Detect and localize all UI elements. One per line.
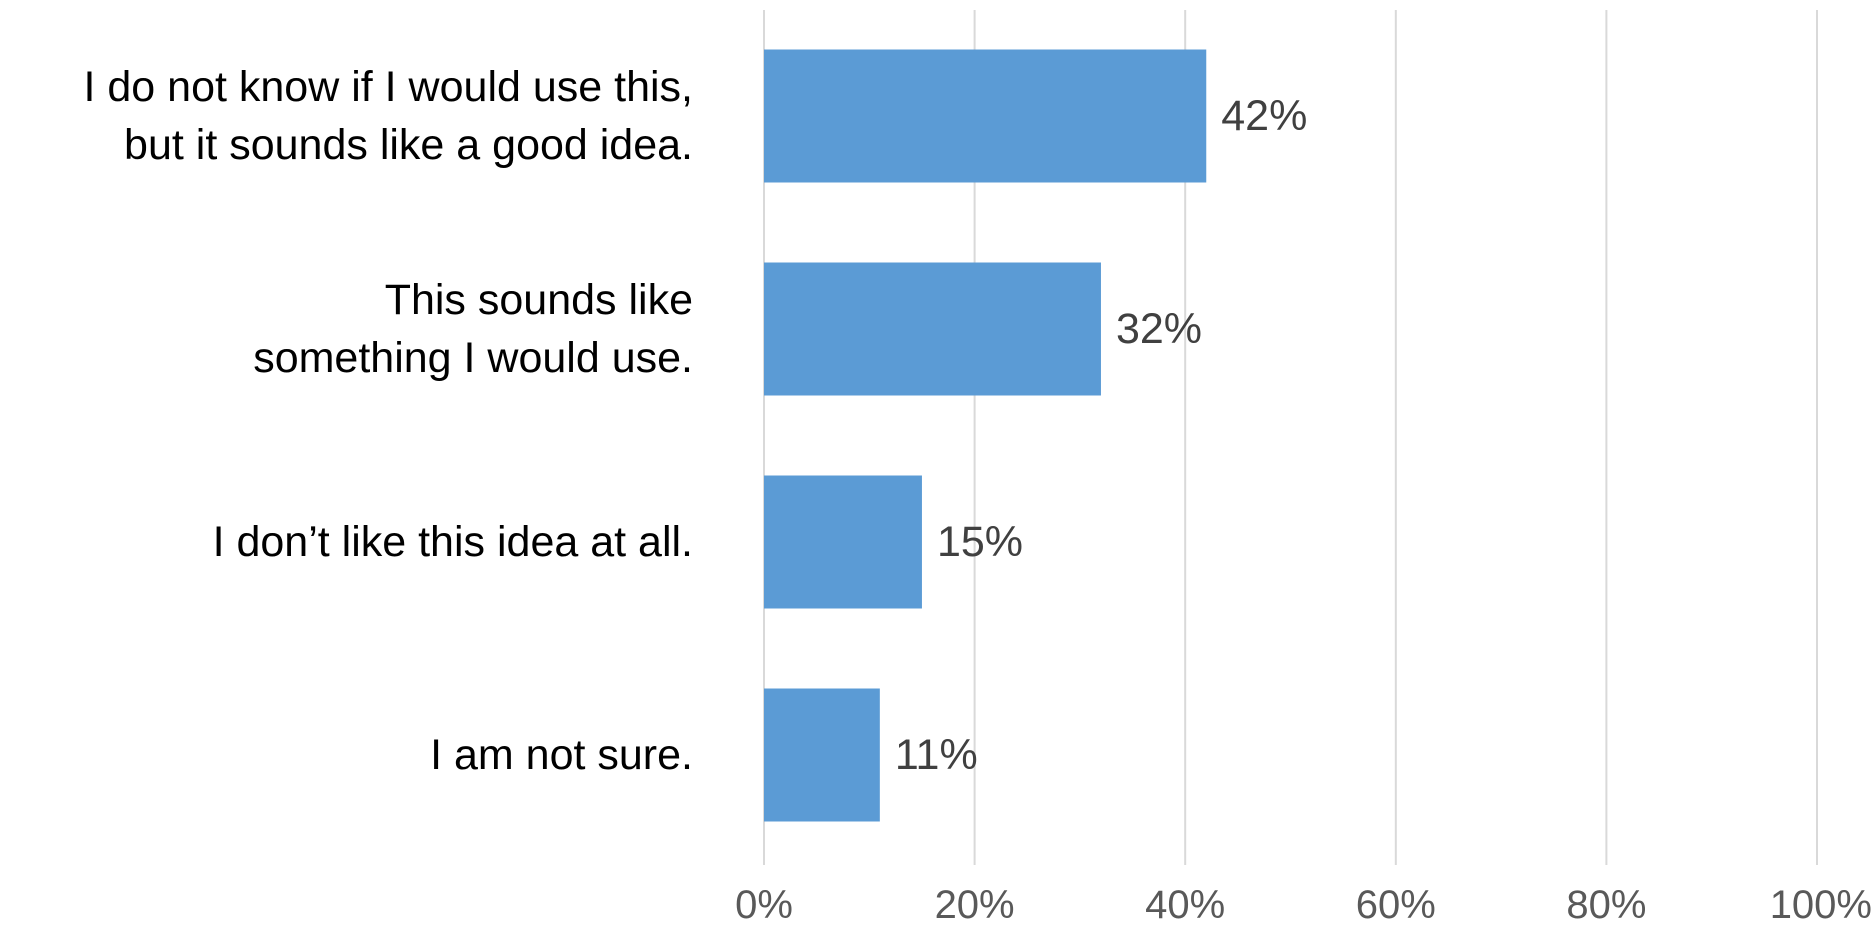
category-label-line: I am not sure. (430, 731, 693, 779)
x-tick-label-20: 20% (935, 883, 1015, 927)
category-label-line: I do not know if I would use this, (84, 63, 694, 111)
x-tick-label-0: 0% (735, 883, 793, 927)
value-label-4: 11% (895, 731, 978, 779)
bar-2 (764, 262, 1101, 396)
value-label-2: 32% (1116, 305, 1202, 353)
bar-3 (764, 475, 922, 609)
category-label-line: I don’t like this idea at all. (213, 518, 693, 566)
x-axis-tick-labels: 0% 20% 40% 60% 80% 100% (735, 883, 1872, 927)
bar-1 (764, 49, 1207, 183)
category-label-1: I do not know if I would use this, but it… (84, 63, 694, 169)
category-labels: I do not know if I would use this, but it… (84, 63, 694, 779)
category-label-line: but it sounds like a good idea. (124, 121, 693, 169)
x-tick-label-80: 80% (1566, 883, 1646, 927)
bars (764, 49, 1207, 822)
category-label-3: I don’t like this idea at all. (213, 518, 693, 566)
x-tick-label-100: 100% (1770, 883, 1872, 927)
bar-4 (764, 688, 880, 822)
category-label-line: something I would use. (253, 334, 693, 382)
value-label-3: 15% (937, 518, 1023, 566)
x-tick-label-40: 40% (1145, 883, 1225, 927)
value-labels: 42% 32% 15% 11% (895, 92, 1308, 779)
x-tick-label-60: 60% (1356, 883, 1436, 927)
category-label-4: I am not sure. (430, 731, 693, 779)
value-label-1: 42% (1221, 92, 1307, 140)
category-label-2: This sounds like something I would use. (253, 276, 693, 382)
category-label-line: This sounds like (385, 276, 693, 324)
